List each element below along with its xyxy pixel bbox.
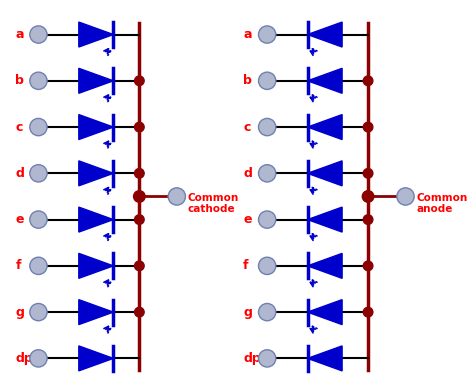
Polygon shape [79,115,113,140]
Polygon shape [79,68,113,93]
Polygon shape [308,161,342,186]
Circle shape [258,257,276,274]
Circle shape [258,118,276,136]
Polygon shape [79,161,113,186]
Circle shape [30,165,47,182]
Circle shape [134,191,145,202]
Text: b: b [243,74,252,87]
Polygon shape [308,346,342,371]
Text: e: e [15,213,24,226]
Text: c: c [15,120,23,134]
Text: e: e [243,213,252,226]
Text: g: g [15,306,24,319]
Text: c: c [243,120,250,134]
Circle shape [258,303,276,321]
Polygon shape [79,22,113,47]
Circle shape [135,122,144,132]
Text: g: g [243,306,252,319]
Circle shape [363,307,373,317]
Circle shape [30,72,47,90]
Polygon shape [308,115,342,140]
Text: a: a [15,28,24,41]
Circle shape [258,165,276,182]
Polygon shape [308,207,342,232]
Polygon shape [79,346,113,371]
Text: f: f [243,259,249,273]
Polygon shape [308,68,342,93]
Circle shape [30,257,47,274]
Polygon shape [79,300,113,325]
Circle shape [135,76,144,86]
Polygon shape [79,207,113,232]
Circle shape [135,215,144,224]
Circle shape [168,188,185,205]
Polygon shape [308,300,342,325]
Circle shape [30,118,47,136]
Polygon shape [308,253,342,278]
Circle shape [135,307,144,317]
Circle shape [363,169,373,178]
Circle shape [30,350,47,367]
Text: d: d [15,167,24,180]
Circle shape [30,303,47,321]
Text: f: f [15,259,21,273]
Circle shape [135,261,144,271]
Polygon shape [79,253,113,278]
Circle shape [258,350,276,367]
Circle shape [258,26,276,43]
Circle shape [30,26,47,43]
Circle shape [363,215,373,224]
Text: a: a [243,28,252,41]
Circle shape [30,211,47,228]
Circle shape [362,191,374,202]
Circle shape [363,261,373,271]
Circle shape [135,169,144,178]
Text: d: d [243,167,252,180]
Circle shape [258,72,276,90]
Text: b: b [15,74,24,87]
Text: Common
anode: Common anode [416,193,467,214]
Circle shape [363,122,373,132]
Circle shape [397,188,414,205]
Text: dp: dp [243,352,261,365]
Text: Common
cathode: Common cathode [187,193,238,214]
Text: dp: dp [15,352,33,365]
Polygon shape [308,22,342,47]
Circle shape [363,76,373,86]
Circle shape [258,211,276,228]
